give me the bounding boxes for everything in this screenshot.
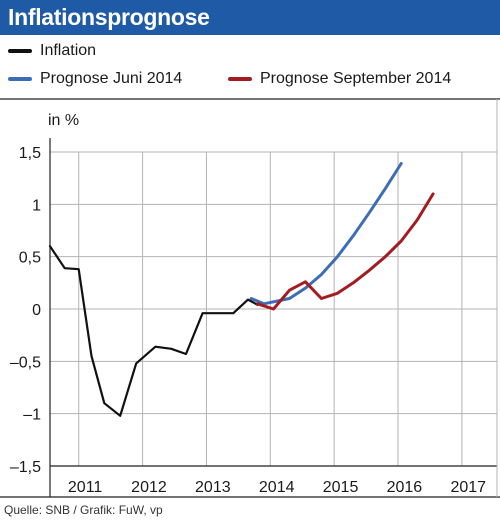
legend-label-inflation: Inflation (40, 42, 97, 59)
x-tick-label: 2013 (195, 479, 231, 496)
legend-swatch-prognose-september (228, 77, 252, 81)
x-tick-label: 2014 (259, 479, 295, 496)
x-tick-label: 2012 (131, 479, 167, 496)
y-tick-label: 1 (32, 197, 41, 214)
series-line-prognose-juni-2014 (249, 162, 403, 306)
y-tick-label: –0,5 (10, 354, 41, 371)
x-tick-label: 2015 (323, 479, 359, 496)
series-line-inflation (48, 245, 259, 417)
series-line-prognose-september-2014 (256, 192, 435, 311)
title-bar: Inflationsprognose (0, 0, 500, 35)
legend-item-inflation: Inflation (8, 42, 96, 60)
legend-swatch-prognose-juni (8, 77, 32, 81)
y-tick-label: 1,5 (19, 145, 41, 162)
legend-item-prognose-september: Prognose September 2014 (228, 70, 451, 88)
y-tick-label: –1 (23, 407, 41, 424)
legend-swatch-inflation (8, 49, 32, 53)
source-note: Quelle: SNB / Grafik: FuW, vp (4, 503, 163, 517)
x-tick-label: 2017 (450, 479, 486, 496)
x-tick-label: 2016 (387, 479, 423, 496)
y-tick-label: 0 (32, 302, 41, 319)
legend-item-prognose-juni: Prognose Juni 2014 (8, 70, 182, 88)
y-axis-label: in % (48, 112, 79, 129)
x-tick-label: 2011 (68, 479, 103, 496)
y-tick-label: 0,5 (19, 250, 41, 267)
chart-title: Inflationsprognose (8, 4, 210, 30)
legend-label-prognose-juni: Prognose Juni 2014 (40, 70, 183, 87)
legend-label-prognose-september: Prognose September 2014 (260, 70, 452, 87)
y-tick-label: –1,5 (10, 459, 41, 476)
